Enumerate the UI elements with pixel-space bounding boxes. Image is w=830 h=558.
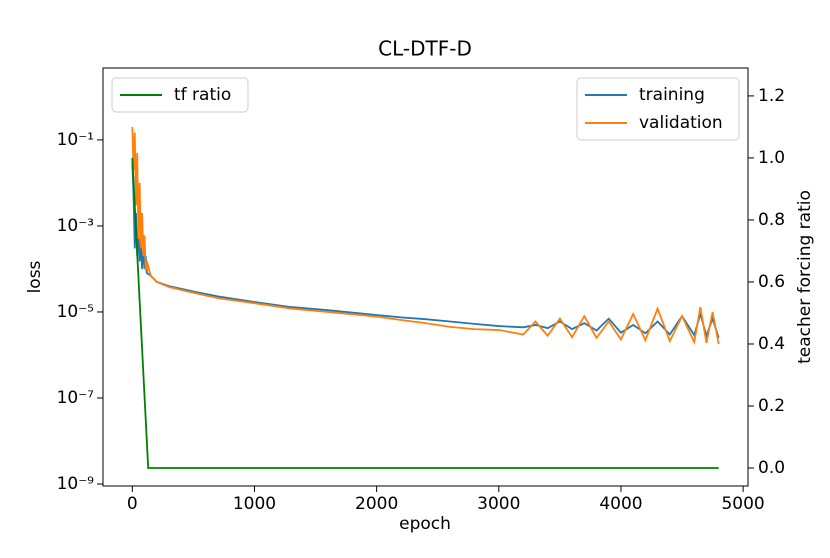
legend-label: validation [639, 113, 723, 133]
x-tick-label: 2000 [355, 494, 398, 514]
y2-tick-label: 1.2 [758, 86, 785, 106]
x-tick-label: 5000 [721, 494, 764, 514]
x-tick-label: 1000 [233, 494, 276, 514]
x-tick-label: 3000 [477, 494, 520, 514]
y-tick-label: 10⁻³ [57, 216, 94, 236]
x-tick-label: 4000 [599, 494, 642, 514]
plot-frame [102, 67, 749, 487]
y-tick-label: 10⁻¹ [57, 130, 94, 150]
y2-tick-label: 0.2 [758, 396, 785, 416]
y2-axis-label: teacher forcing ratio [795, 190, 815, 364]
y2-tick-label: 0.6 [758, 272, 785, 292]
series-line [131, 126, 720, 345]
legend-box [576, 77, 740, 141]
y-tick-label: 10⁻⁵ [57, 302, 94, 322]
chart-title: CL-DTF-D [378, 37, 472, 61]
y-axis-label: loss [25, 260, 45, 293]
legend-label: training [639, 85, 705, 105]
y2-tick-label: 1.0 [758, 148, 785, 168]
x-tick-label: 0 [127, 494, 138, 514]
legend-box [111, 77, 249, 113]
x-axis-label: epoch [399, 514, 451, 534]
y2-tick-label: 0.4 [758, 334, 785, 354]
series-line [131, 162, 720, 339]
y-tick-label: 10⁻⁷ [57, 388, 95, 408]
y2-tick-label: 0.0 [758, 458, 785, 478]
y2-tick-label: 0.8 [758, 210, 785, 230]
y-tick-label: 10⁻⁹ [57, 474, 95, 494]
legend-label: tf ratio [174, 85, 231, 105]
series-line [131, 157, 719, 469]
